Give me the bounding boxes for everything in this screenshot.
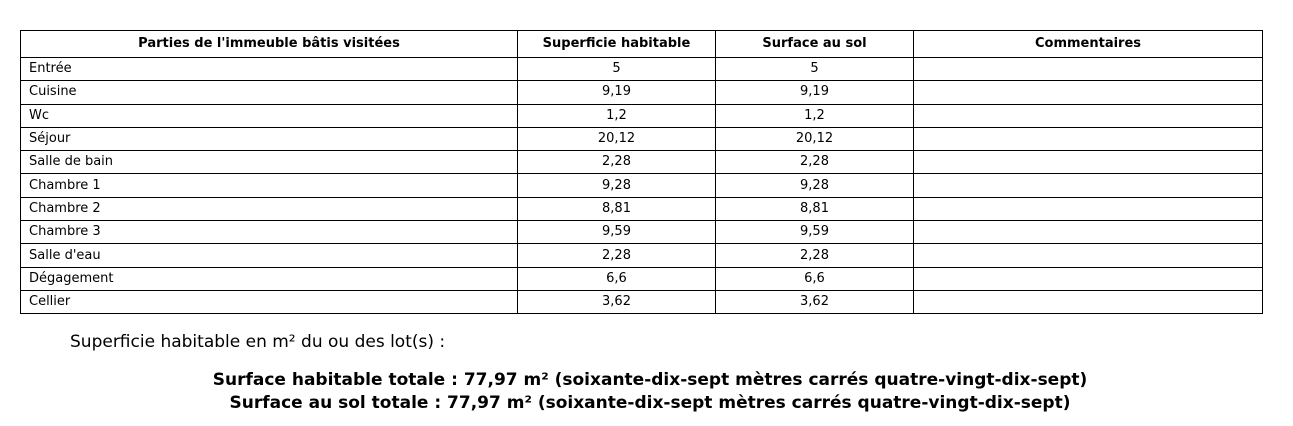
comment-cell — [913, 103, 1263, 128]
room-cell: Salle de bain — [20, 150, 518, 175]
room-cell: Dégagement — [20, 266, 518, 291]
total-sol: Surface au sol totale : 77,97 m² (soixan… — [229, 393, 1071, 413]
header-cell: Parties de l'immeuble bâtis visitées — [20, 30, 518, 58]
value-cell: 8,81 — [715, 196, 914, 222]
value-cell: 9,19 — [517, 80, 716, 105]
value-cell: 8,81 — [517, 196, 716, 222]
table-row: Salle de bain 2,28 2,28 — [20, 150, 1263, 175]
room-cell: Chambre 2 — [20, 196, 518, 222]
room-cell: Séjour — [20, 126, 518, 152]
comment-cell — [913, 126, 1263, 152]
value-cell: 2,28 — [517, 150, 716, 175]
value-cell: 3,62 — [517, 289, 716, 315]
room-cell: Salle d'eau — [20, 243, 518, 268]
room-cell: Entrée — [20, 56, 518, 82]
table-row: Chambre 1 9,28 9,28 — [20, 173, 1263, 198]
value-cell: 9,28 — [715, 173, 914, 198]
table-row: Wc 1,2 1,2 — [20, 103, 1263, 128]
header-cell: Superficie habitable — [517, 30, 716, 58]
comment-cell — [913, 289, 1263, 315]
value-cell: 2,28 — [715, 243, 914, 268]
value-cell: 20,12 — [715, 126, 914, 152]
header-cell: Commentaires — [913, 30, 1263, 58]
comment-cell — [913, 266, 1263, 291]
comment-cell — [913, 173, 1263, 198]
table-row: Dégagement 6,6 6,6 — [20, 266, 1263, 291]
table-row: Séjour 20,12 20,12 — [20, 126, 1263, 152]
table-row: Salle d'eau 2,28 2,28 — [20, 243, 1263, 268]
value-cell: 3,62 — [715, 289, 914, 315]
header-cell: Surface au sol — [715, 30, 914, 58]
value-cell: 9,59 — [715, 220, 914, 245]
surface-table: Parties de l'immeuble bâtis visitées Supe… — [20, 30, 1263, 315]
comment-cell — [913, 150, 1263, 175]
room-cell: Chambre 3 — [20, 220, 518, 245]
value-cell: 5 — [715, 56, 914, 82]
intro-text: Superficie habitable en m² du ou des lot… — [70, 332, 446, 352]
value-cell: 9,28 — [517, 173, 716, 198]
value-cell: 9,59 — [517, 220, 716, 245]
comment-cell — [913, 196, 1263, 222]
comment-cell — [913, 220, 1263, 245]
header-row: Parties de l'immeuble bâtis visitées Supe… — [20, 30, 1263, 58]
value-cell: 6,6 — [517, 266, 716, 291]
comment-cell — [913, 80, 1263, 105]
table-row: Entrée 5 5 — [20, 56, 1263, 82]
value-cell: 1,2 — [517, 103, 716, 128]
room-cell: Chambre 1 — [20, 173, 518, 198]
value-cell: 2,28 — [517, 243, 716, 268]
value-cell: 1,2 — [715, 103, 914, 128]
table-row: Cuisine 9,19 9,19 — [20, 80, 1263, 105]
room-cell: Cuisine — [20, 80, 518, 105]
total-habitable: Surface habitable totale : 77,97 m² (soi… — [212, 370, 1088, 390]
table-row: Cellier 3,62 3,62 — [20, 289, 1263, 315]
room-cell: Wc — [20, 103, 518, 128]
value-cell: 6,6 — [715, 266, 914, 291]
value-cell: 5 — [517, 56, 716, 82]
value-cell: 20,12 — [517, 126, 716, 152]
comment-cell — [913, 56, 1263, 82]
room-cell: Cellier — [20, 289, 518, 315]
table-row: Chambre 3 9,59 9,59 — [20, 220, 1263, 245]
value-cell: 2,28 — [715, 150, 914, 175]
value-cell: 9,19 — [715, 80, 914, 105]
table-row: Chambre 2 8,81 8,81 — [20, 196, 1263, 222]
comment-cell — [913, 243, 1263, 268]
